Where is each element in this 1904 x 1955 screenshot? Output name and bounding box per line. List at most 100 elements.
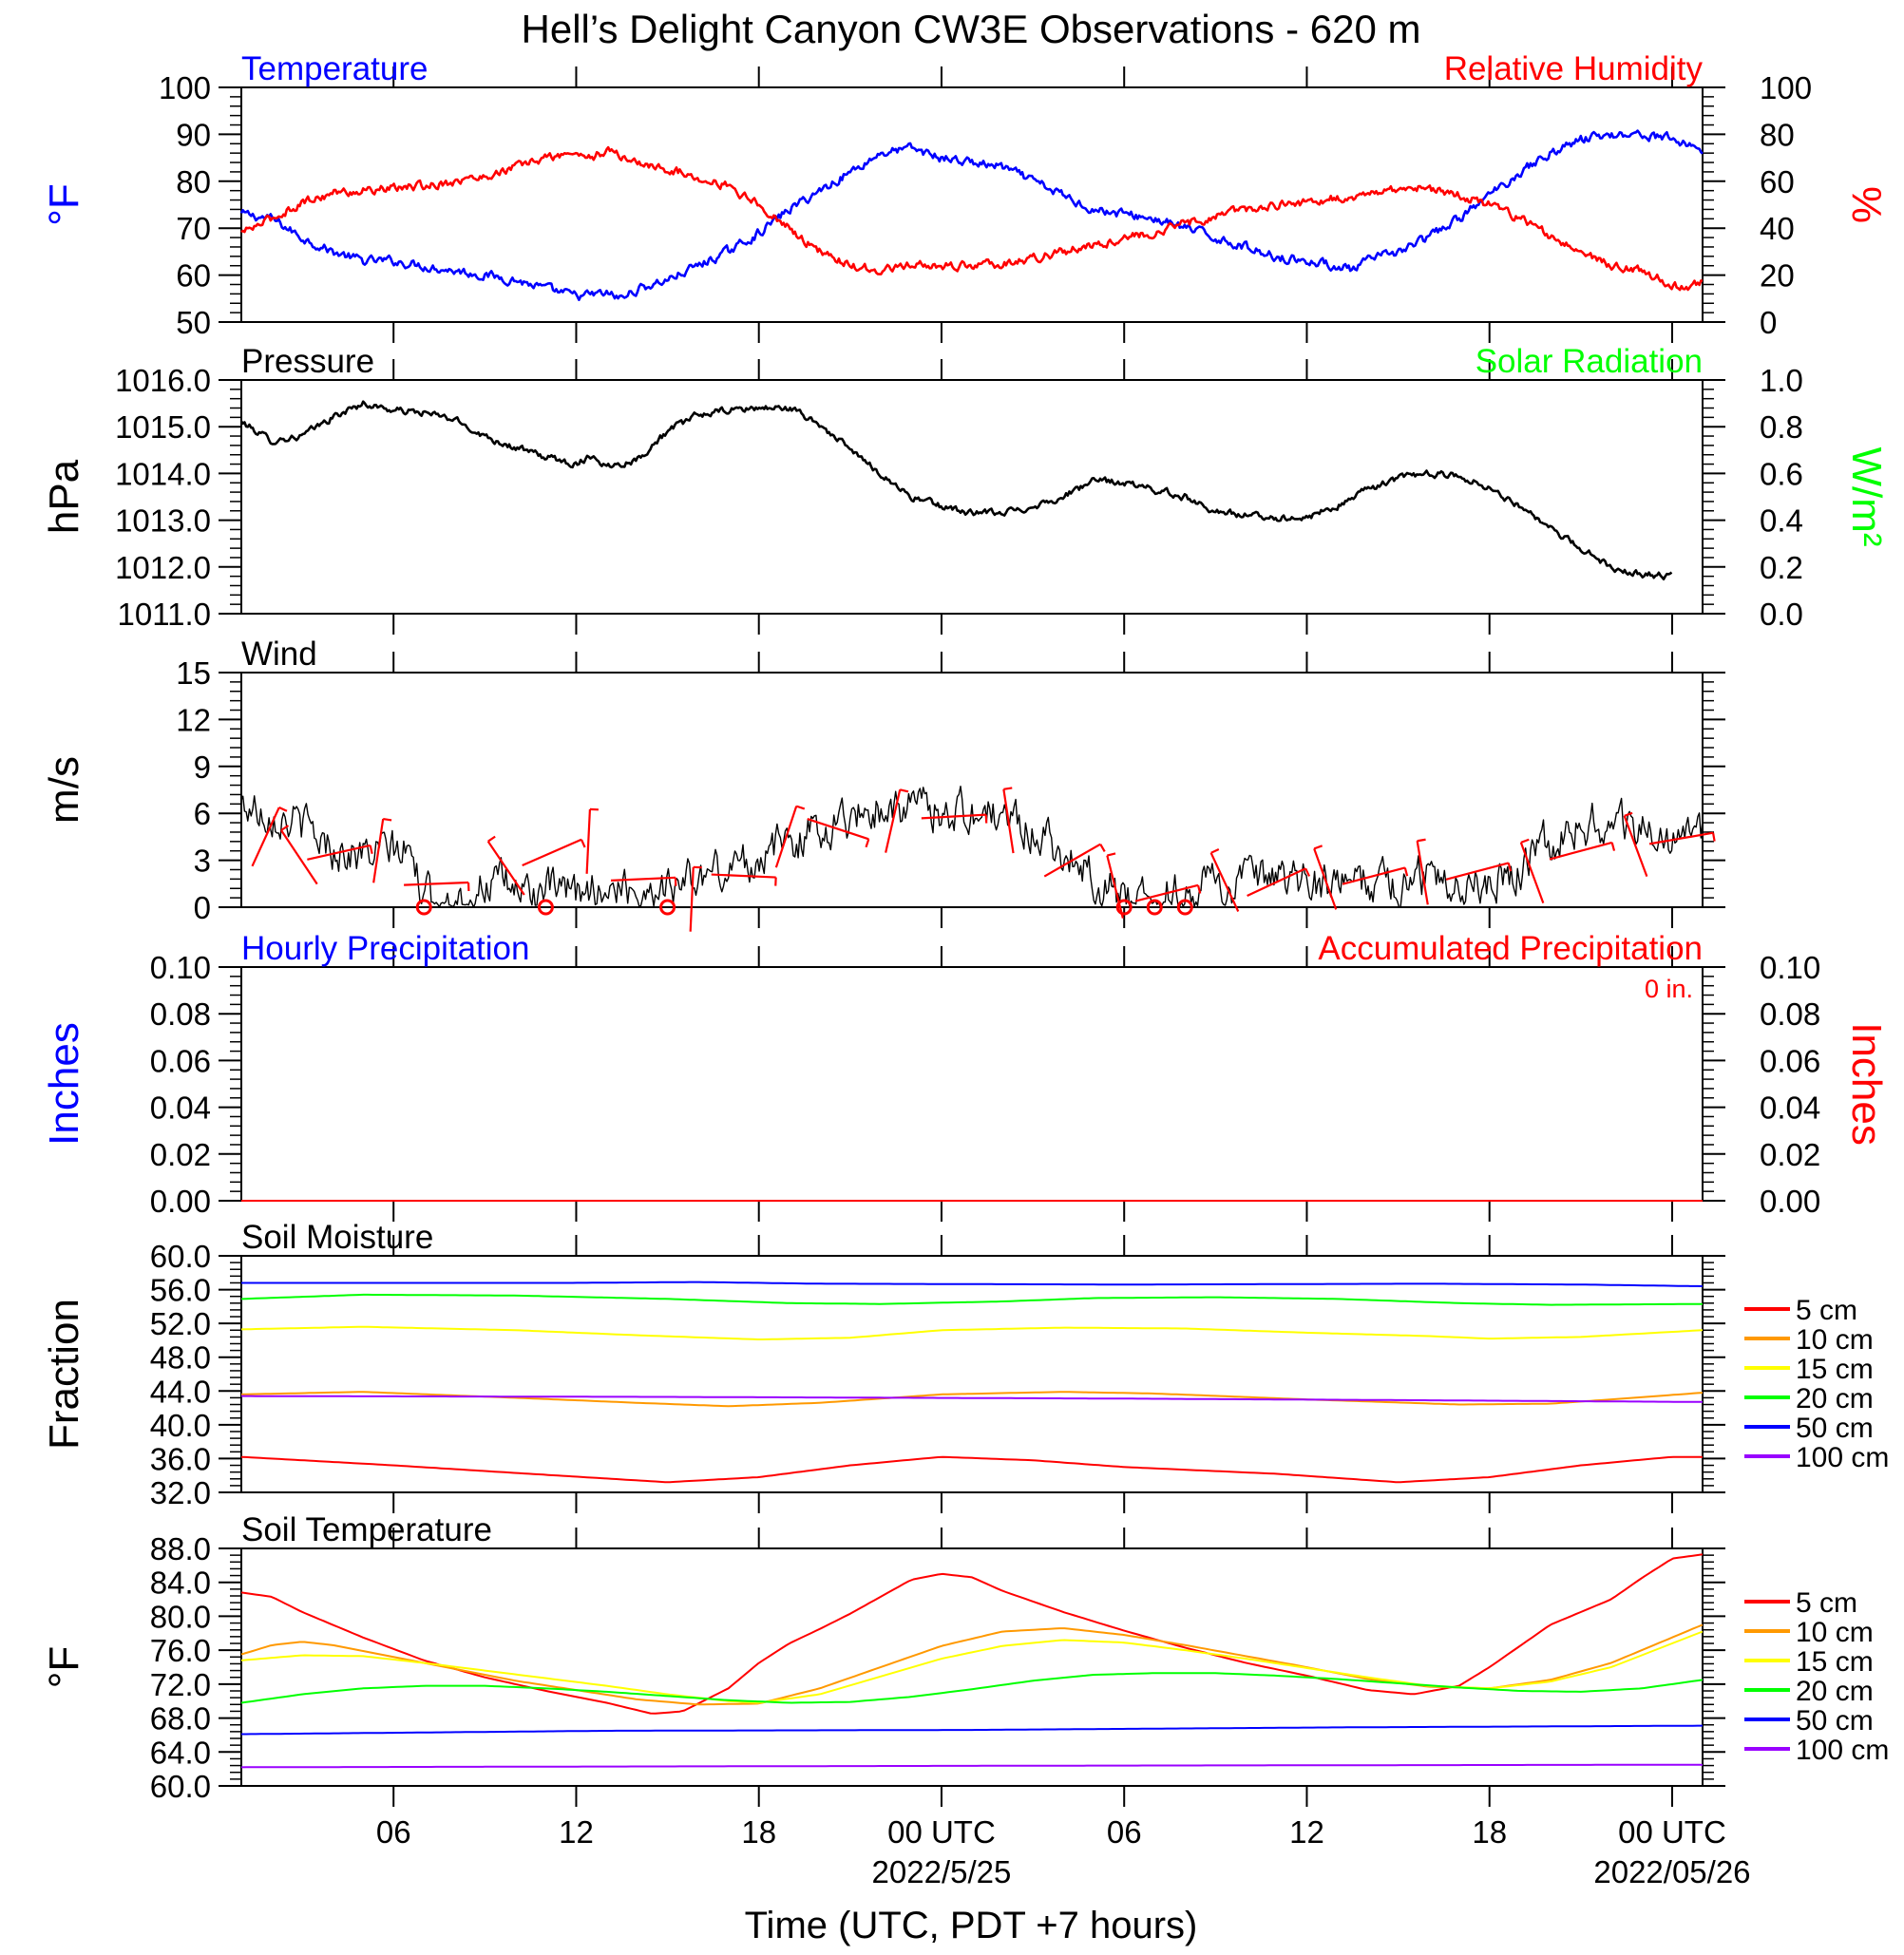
wind-barb [921,813,986,820]
wind-barb [1209,852,1240,912]
calm-wind-marker [1176,899,1193,916]
wind-barb-flag [1520,838,1530,844]
wind-barb [1648,831,1714,845]
wind-barb [372,818,385,883]
wind-barb [280,829,318,885]
legend-label-15-cm: 15 cm [1796,1354,1874,1385]
wind-barb-flag [278,806,288,812]
wind-barb [807,818,869,841]
legend-label-20-cm: 20 cm [1796,1383,1874,1414]
panel-label-left: Soil Moisture [241,1219,433,1256]
wind-barb [689,866,695,932]
wind-barb [1623,815,1648,878]
x-tick-label: 06 [376,1814,411,1850]
wind-barb [251,807,280,867]
wind-barb-flag [487,835,496,843]
series-line-50-cm [241,1724,1703,1736]
y-tick-label-right: 0.08 [1760,996,1820,1032]
y-tick-label-left: 1014.0 [115,456,211,491]
y-tick-label-left: 44.0 [150,1374,211,1409]
wind-barb [1313,847,1338,910]
y-tick-label-left: 100 [159,70,211,105]
y-tick-label-right: 0 [1760,305,1777,340]
x-tick-label: 18 [1472,1814,1507,1850]
series-line-100-cm [240,1763,1703,1769]
y-axis-title-left: m/s [41,756,87,824]
calm-wind-marker [1115,899,1133,916]
panel-label-right: Solar Radiation [1476,343,1703,380]
wind-barb [1445,862,1510,881]
y-tick-label-right: 60 [1760,164,1795,199]
series-line-100-cm [241,1395,1703,1403]
y-tick-label-left: 36.0 [150,1441,211,1476]
x-tick-label: 12 [559,1814,594,1850]
series-line-wind-speed [240,786,1704,908]
wind-barb [1519,842,1545,904]
wind-barb-flag [1610,842,1616,851]
wind-barb [1106,855,1124,919]
series-line-5-cm [240,1455,1703,1484]
y-tick-label-right: 0.8 [1760,409,1803,445]
wind-barb-flag [1107,852,1116,857]
y-tick-label-right: 40 [1760,211,1795,246]
y-axis-title-left: Inches [41,1022,87,1146]
panel-pressure: 1011.0 1012.0 1013.0 1014.0 1015.0 1016.0 0.0 0… [41,343,1890,635]
y-tick-label-left: 9 [194,750,211,785]
panel-label-left: Pressure [241,343,374,380]
y-axis-title-left: Fraction [41,1299,87,1450]
y-tick-label-right: 20 [1760,258,1795,294]
legend-label-50-cm: 50 cm [1796,1413,1874,1444]
wind-barb-flag [1099,844,1106,853]
y-tick-label-left: 40.0 [150,1408,211,1443]
panel-precip: 0.00 0.02 0.04 0.06 0.08 0.10 0.00 0.02 0.04 0.06… [41,930,1890,1222]
y-tick-label-right: 0.02 [1760,1137,1820,1172]
wind-barb [1416,841,1429,905]
y-axis-title-left: hPa [41,459,87,534]
y-tick-label-left: 80 [176,164,211,199]
panel-wind: 0 3 6 9 12 15 Wind m/s [41,636,1725,932]
series-line-5-cm [240,1553,1704,1715]
legend-label-20-cm: 20 cm [1796,1676,1874,1707]
x-tick-label: 18 [741,1814,776,1850]
y-tick-label-left: 0.02 [150,1137,211,1172]
wind-barb [885,789,902,853]
series-line-temperature [239,129,1704,301]
legend-label-15-cm: 15 cm [1796,1646,1874,1678]
wind-barb [486,841,525,896]
wind-barb [522,838,582,866]
y-tick-label-left: 1013.0 [115,503,211,539]
y-axis-title-right: % [1843,186,1890,223]
wind-barb [585,808,592,874]
legend-label-10-cm: 10 cm [1796,1617,1874,1648]
y-tick-label-right: 0.0 [1760,597,1803,632]
y-tick-label-right: 0.4 [1760,503,1803,539]
figure-title: Hell’s Delight Canyon CW3E Observations … [522,7,1421,51]
calm-wind-marker [1146,899,1163,916]
panel-soil-temperature: 60.064.068.072.076.080.084.088.0 Soil Tem… [41,1511,1889,1807]
wind-barb [774,806,798,868]
calm-wind-marker [659,899,676,916]
wind-barb-flag [383,818,392,822]
panel-label-right: Relative Humidity [1444,50,1704,87]
y-tick-label-left: 50 [176,305,211,340]
y-tick-label-left: 76.0 [150,1633,211,1668]
y-tick-label-right: 80 [1760,117,1795,152]
panel-label-left: Hourly Precipitation [241,930,529,967]
y-tick-label-right: 0.2 [1760,550,1803,585]
y-tick-label-left: 70 [176,211,211,246]
y-tick-label-left: 60.0 [150,1239,211,1274]
wind-barb-flag [1417,838,1426,843]
wind-barb-flag [1304,867,1311,877]
wind-barb [307,844,371,861]
wind-barb-flag [1624,811,1633,817]
panel-soil-moisture: 32.036.040.044.048.052.056.060.0 Soil Moi… [41,1219,1889,1513]
y-tick-label-left: 80.0 [150,1599,211,1634]
calm-wind-marker [415,899,432,916]
series-line-20-cm [240,1672,1704,1704]
wind-barb-flag [795,805,806,810]
y-tick-label-right: 0.06 [1760,1043,1820,1078]
panel-label-left: Temperature [241,50,428,87]
y-tick-label-left: 68.0 [150,1701,211,1737]
y-tick-label-left: 88.0 [150,1531,211,1566]
